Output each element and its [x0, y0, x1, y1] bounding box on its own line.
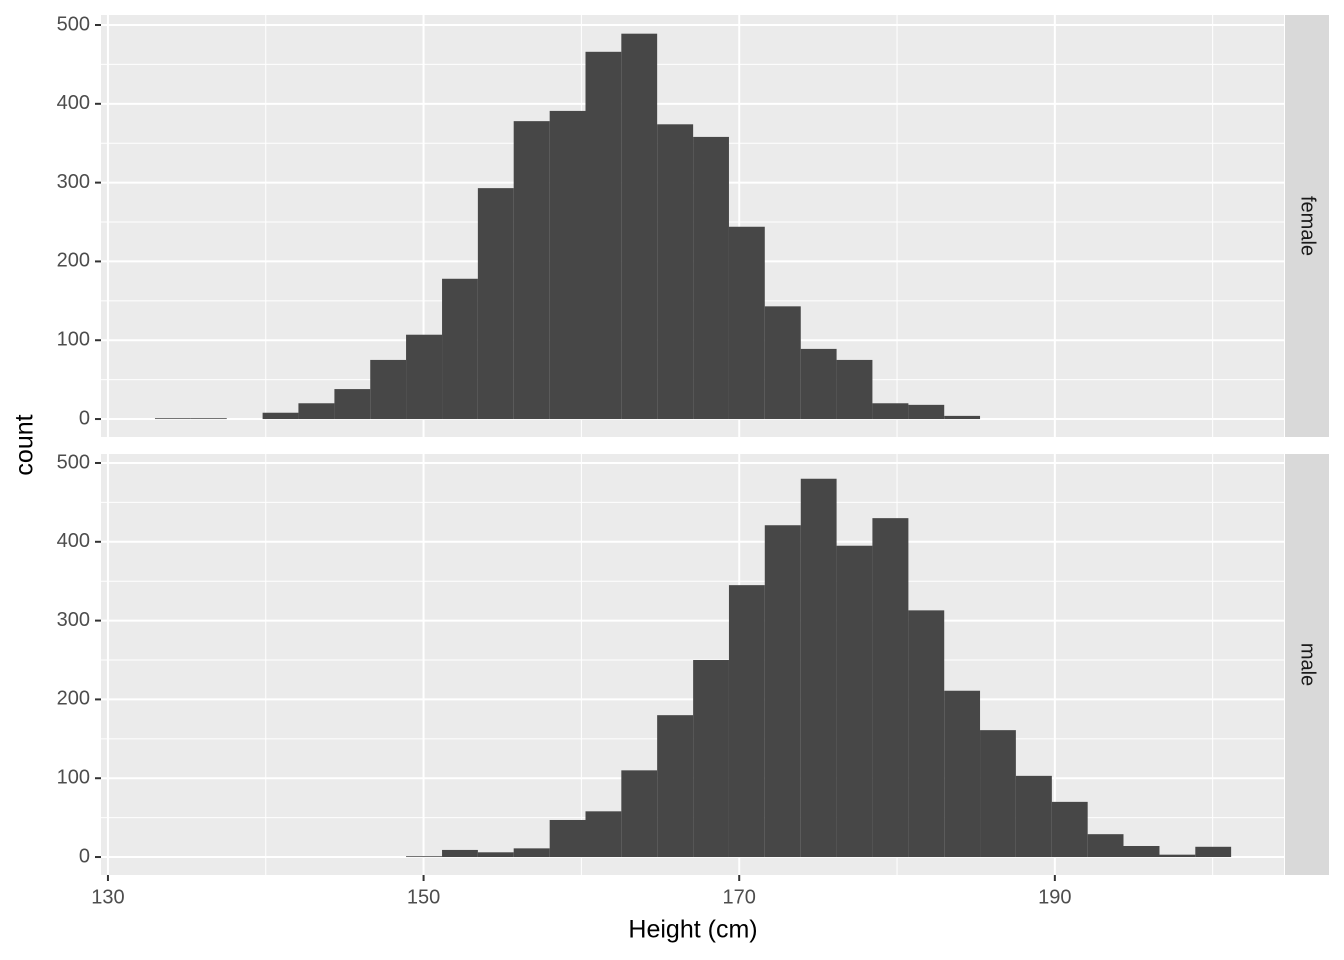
bar — [370, 359, 407, 420]
bar — [872, 518, 909, 858]
bar — [980, 730, 1016, 858]
bar — [334, 389, 371, 420]
bar — [1051, 801, 1088, 858]
strip-label: female — [1297, 196, 1319, 256]
x-tick-label: 130 — [91, 886, 124, 908]
bar — [800, 348, 837, 420]
bar — [657, 124, 694, 420]
bar — [585, 51, 622, 420]
y-tick-label: 400 — [57, 530, 90, 552]
bar — [944, 415, 981, 420]
y-tick-label: 200 — [57, 250, 90, 272]
bar — [728, 226, 765, 420]
y-tick-label: 400 — [57, 92, 90, 114]
bar — [442, 278, 478, 420]
bar — [764, 525, 801, 858]
bar — [549, 110, 586, 420]
bar — [908, 404, 945, 420]
y-tick-label: 500 — [57, 13, 90, 35]
bar — [477, 852, 514, 858]
bar — [298, 403, 335, 420]
x-tick-label: 150 — [407, 886, 440, 908]
bar — [477, 188, 514, 420]
bar — [693, 136, 729, 420]
bar — [872, 403, 909, 420]
strip-background — [1285, 15, 1329, 437]
y-tick-label: 100 — [57, 767, 90, 789]
bar — [621, 770, 658, 858]
bar — [1087, 834, 1124, 858]
x-axis-title: Height (cm) — [628, 916, 757, 944]
y-tick-label: 500 — [57, 451, 90, 473]
y-axis-title: count — [11, 414, 39, 475]
x-tick-label: 170 — [723, 886, 756, 908]
bar — [1123, 845, 1160, 858]
x-tick-label: 190 — [1038, 886, 1071, 908]
y-tick-label: 200 — [57, 688, 90, 710]
bar — [1195, 846, 1232, 858]
bar — [406, 856, 443, 858]
bar — [585, 811, 622, 858]
bar — [836, 359, 873, 420]
bar — [190, 418, 227, 420]
bar — [693, 660, 729, 858]
bar — [728, 585, 765, 858]
y-tick-label: 0 — [79, 407, 90, 429]
strip-label: male — [1297, 643, 1319, 686]
bar — [657, 715, 694, 858]
bar — [1159, 854, 1196, 858]
strip-background — [1285, 454, 1329, 875]
bar — [800, 478, 837, 858]
bar — [944, 690, 981, 858]
bar — [549, 819, 586, 858]
bar — [836, 545, 873, 858]
bar — [154, 418, 191, 420]
bar — [442, 849, 478, 858]
bar — [513, 121, 550, 420]
y-tick-label: 300 — [57, 171, 90, 193]
bar — [513, 848, 550, 858]
bar — [621, 33, 658, 420]
y-tick-label: 0 — [79, 845, 90, 867]
bar — [406, 334, 443, 420]
bar — [764, 306, 801, 420]
y-tick-label: 100 — [57, 329, 90, 351]
bar — [908, 610, 945, 858]
bar — [262, 412, 299, 420]
y-tick-label: 300 — [57, 609, 90, 631]
bar — [1015, 775, 1052, 858]
